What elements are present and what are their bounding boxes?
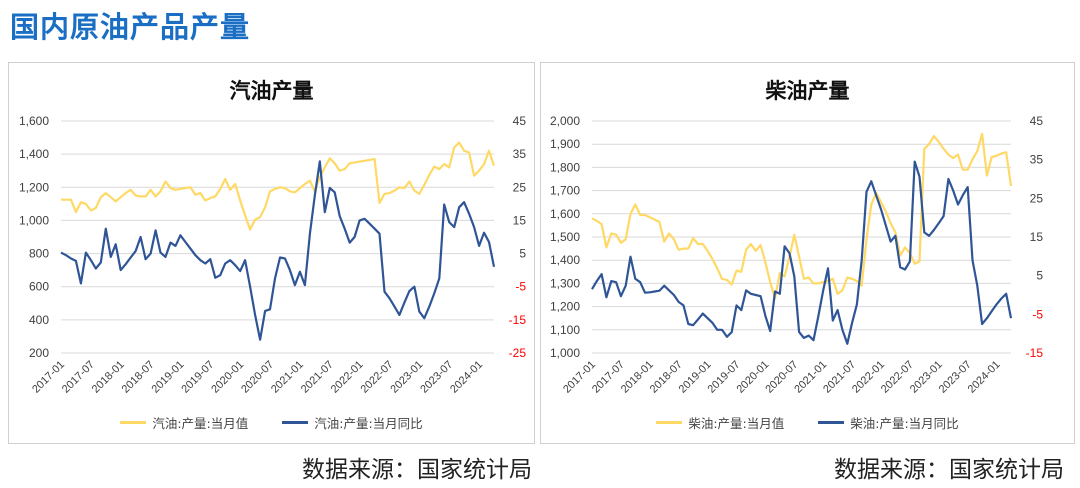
y2-tick-label: -5 xyxy=(515,280,526,294)
gasoline-chart-panel: 汽油产量 200 400 600 800 1,000 1,200 1,400 1,600 -25… xyxy=(8,62,535,444)
y-tick-label: 1,000 xyxy=(19,213,49,227)
legend-label: 汽油:产量:当月同比 xyxy=(314,416,423,431)
y2-tick-label: 15 xyxy=(1030,230,1044,244)
y-tick-label: 1,000 xyxy=(550,346,580,360)
chart-title: 汽油产量 xyxy=(229,79,314,103)
legend-item-output: 柴油:产量:当月值 xyxy=(656,413,784,432)
y2-tick-label: -5 xyxy=(1032,307,1043,321)
y2-tick-label: 5 xyxy=(1036,269,1043,283)
legend-swatch xyxy=(818,421,845,424)
y-tick-label: 2,000 xyxy=(550,114,580,128)
y2-tick-label: 45 xyxy=(1030,114,1044,128)
y2-tick-label: -15 xyxy=(509,313,527,327)
series-line-yoy xyxy=(591,160,1013,345)
chart-legend: 柴油:产量:当月值 柴油:产量:当月同比 xyxy=(541,413,1074,432)
legend-item-yoy: 柴油:产量:当月同比 xyxy=(818,413,959,432)
chart-title: 柴油产量 xyxy=(765,79,850,103)
x-tick-label: 2024-01 xyxy=(448,359,485,396)
series-line-output xyxy=(591,132,1013,300)
y-tick-label: 1,800 xyxy=(550,160,580,174)
diesel-chart-panel: 柴油产量 1,000 1,100 1,200 1,300 1,400 1,500 1,600… xyxy=(540,62,1075,444)
legend-swatch xyxy=(282,421,309,424)
legend-label: 柴油:产量:当月同比 xyxy=(850,416,959,431)
y-tick-label: 1,400 xyxy=(550,253,580,267)
y2-tick-label: 25 xyxy=(513,180,527,194)
legend-label: 汽油:产量:当月值 xyxy=(152,416,249,431)
y2-tick-label: -25 xyxy=(509,346,527,360)
y-tick-label: 1,200 xyxy=(19,180,49,194)
legend-label: 柴油:产量:当月值 xyxy=(688,416,785,431)
y-tick-label: 1,600 xyxy=(19,114,49,128)
chart-legend: 汽油:产量:当月值 汽油:产量:当月同比 xyxy=(9,413,534,432)
y2-tick-label: 5 xyxy=(519,247,526,261)
gasoline-chart: 200 400 600 800 1,000 1,200 1,400 1,600 -25 -15 -5… xyxy=(19,114,527,396)
y-tick-label: 1,100 xyxy=(550,323,580,337)
y-tick-label: 1,400 xyxy=(19,147,49,161)
source-note: 数据来源：国家统计局 xyxy=(834,457,1064,483)
series-line-output xyxy=(61,141,496,231)
y-tick-label: 1,200 xyxy=(550,300,580,314)
source-note: 数据来源：国家统计局 xyxy=(302,457,532,483)
diesel-chart: 1,000 1,100 1,200 1,300 1,400 1,500 1,600 1,700… xyxy=(550,114,1044,396)
y-tick-label: 200 xyxy=(29,346,49,360)
y2-tick-label: 45 xyxy=(513,114,527,128)
y-tick-label: 400 xyxy=(29,313,49,327)
y-tick-label: 1,500 xyxy=(550,230,580,244)
y2-tick-label: 35 xyxy=(1030,153,1044,167)
y-tick-label: 1,900 xyxy=(550,137,580,151)
legend-item-yoy: 汽油:产量:当月同比 xyxy=(282,413,423,432)
y-tick-label: 1,300 xyxy=(550,276,580,290)
y-tick-label: 800 xyxy=(29,247,49,261)
legend-item-output: 汽油:产量:当月值 xyxy=(120,413,248,432)
page-title: 国内原油产品产量 xyxy=(10,10,251,44)
y2-tick-label: 35 xyxy=(513,147,527,161)
y-tick-label: 1,700 xyxy=(550,184,580,198)
x-tick-label: 2024-01 xyxy=(966,359,1003,396)
legend-swatch xyxy=(656,421,683,424)
y-tick-label: 600 xyxy=(29,280,49,294)
y2-tick-label: 25 xyxy=(1030,191,1044,205)
series-line-yoy xyxy=(60,160,496,341)
y2-tick-label: -15 xyxy=(1026,346,1044,360)
y2-tick-label: 15 xyxy=(513,213,527,227)
legend-swatch xyxy=(120,421,147,424)
y-tick-label: 1,600 xyxy=(550,207,580,221)
